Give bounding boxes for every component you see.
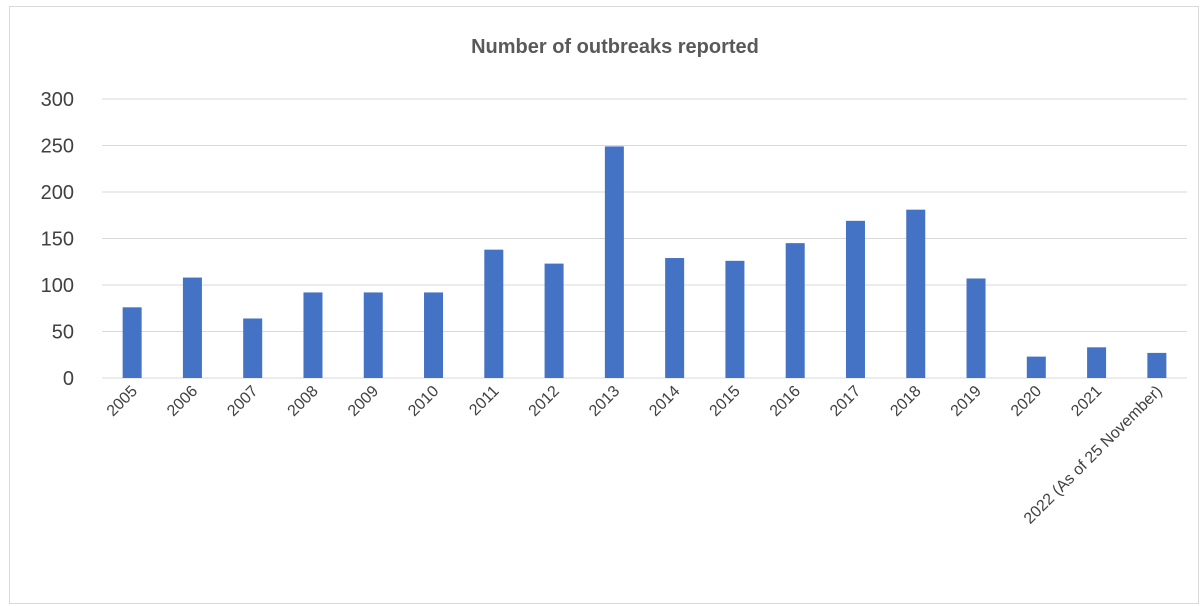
gridlines (102, 99, 1187, 378)
x-tick-label: 2021 (1068, 383, 1105, 420)
bar-5 (424, 292, 443, 378)
bar-3 (303, 292, 322, 378)
y-tick-label: 100 (41, 275, 74, 297)
y-tick-label: 150 (41, 229, 74, 251)
x-tick-label: 2017 (827, 383, 864, 420)
bar-4 (364, 292, 383, 378)
x-tick-label: 2020 (1008, 383, 1045, 420)
bar-6 (484, 250, 503, 378)
y-tick-label: 0 (63, 368, 74, 390)
bar-1 (183, 278, 202, 378)
x-tick-label: 2014 (646, 383, 683, 420)
bar-17 (1147, 353, 1166, 378)
bar-0 (123, 307, 142, 378)
x-tick-label: 2015 (707, 383, 744, 420)
x-tick-label: 2009 (345, 383, 382, 420)
bar-8 (605, 146, 624, 378)
x-tick-label: 2019 (948, 383, 985, 420)
x-tick-label: 2005 (104, 383, 141, 420)
y-tick-label: 250 (41, 136, 74, 158)
bar-14 (967, 278, 986, 378)
bars (123, 146, 1167, 378)
x-tick-label: 2013 (586, 383, 623, 420)
x-tick-label: 2011 (466, 383, 502, 419)
y-tick-label: 300 (41, 89, 74, 111)
x-axis-ticks: 2005 2006 2007 2008 2009 2010 2011 2012 2013 2014… (104, 383, 1166, 528)
bar-13 (906, 210, 925, 378)
y-axis-ticks: 0 50 100 150 200 250 300 (41, 89, 74, 390)
chart-title: Number of outbreaks reported (471, 36, 759, 58)
bar-16 (1087, 347, 1106, 378)
x-tick-label: 2008 (285, 383, 322, 420)
bar-10 (725, 261, 744, 378)
bar-7 (545, 264, 564, 378)
x-tick-label: 2010 (405, 383, 442, 420)
x-tick-label: 2018 (887, 383, 924, 420)
bar-15 (1027, 357, 1046, 378)
bar-9 (665, 258, 684, 378)
bar-12 (846, 221, 865, 378)
y-tick-label: 200 (41, 182, 74, 204)
x-tick-label: 2006 (164, 383, 201, 420)
x-tick-label: 2012 (526, 383, 563, 420)
y-tick-label: 50 (52, 322, 74, 344)
x-tick-label: 2007 (224, 383, 261, 420)
bar-2 (243, 318, 262, 378)
bar-11 (786, 243, 805, 378)
x-tick-label: 2016 (767, 383, 804, 420)
